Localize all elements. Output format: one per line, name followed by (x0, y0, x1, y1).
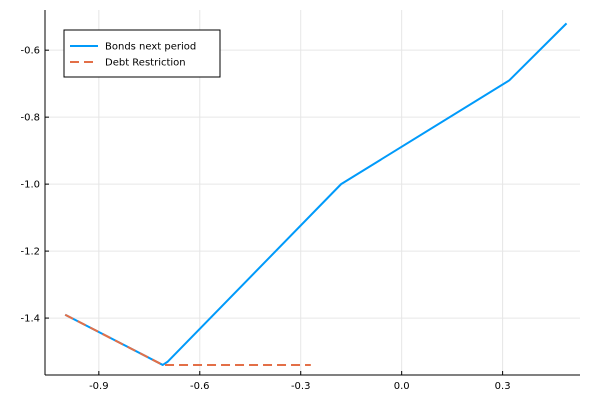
x-tick-label: 0.0 (394, 381, 410, 392)
y-tick-label: -1.0 (20, 180, 40, 191)
y-tick-label: -0.6 (20, 46, 40, 57)
y-tick-label: -1.2 (20, 247, 40, 258)
y-tick-label: -1.4 (20, 314, 40, 325)
x-tick-label: 0.3 (495, 381, 511, 392)
axes (44, 10, 580, 376)
grid (45, 10, 580, 375)
x-tick-label: -0.9 (89, 381, 109, 392)
legend-label-1: Debt Restriction (105, 58, 186, 69)
x-tick-label: -0.3 (291, 381, 311, 392)
tick-labels: -0.9 -0.6 -0.3 0.0 0.3 -1.4 -1.2 -1.0 -0.8 -0.6 (20, 46, 510, 392)
y-tick-label: -0.8 (20, 113, 40, 124)
series-lines (64, 22, 568, 366)
legend-label-0: Bonds next period (105, 42, 196, 53)
legend: Bonds next period Debt Restriction (63, 29, 221, 78)
x-tick-label: -0.6 (190, 381, 210, 392)
legend-box (63, 29, 221, 78)
series-line-1 (64, 313, 311, 366)
